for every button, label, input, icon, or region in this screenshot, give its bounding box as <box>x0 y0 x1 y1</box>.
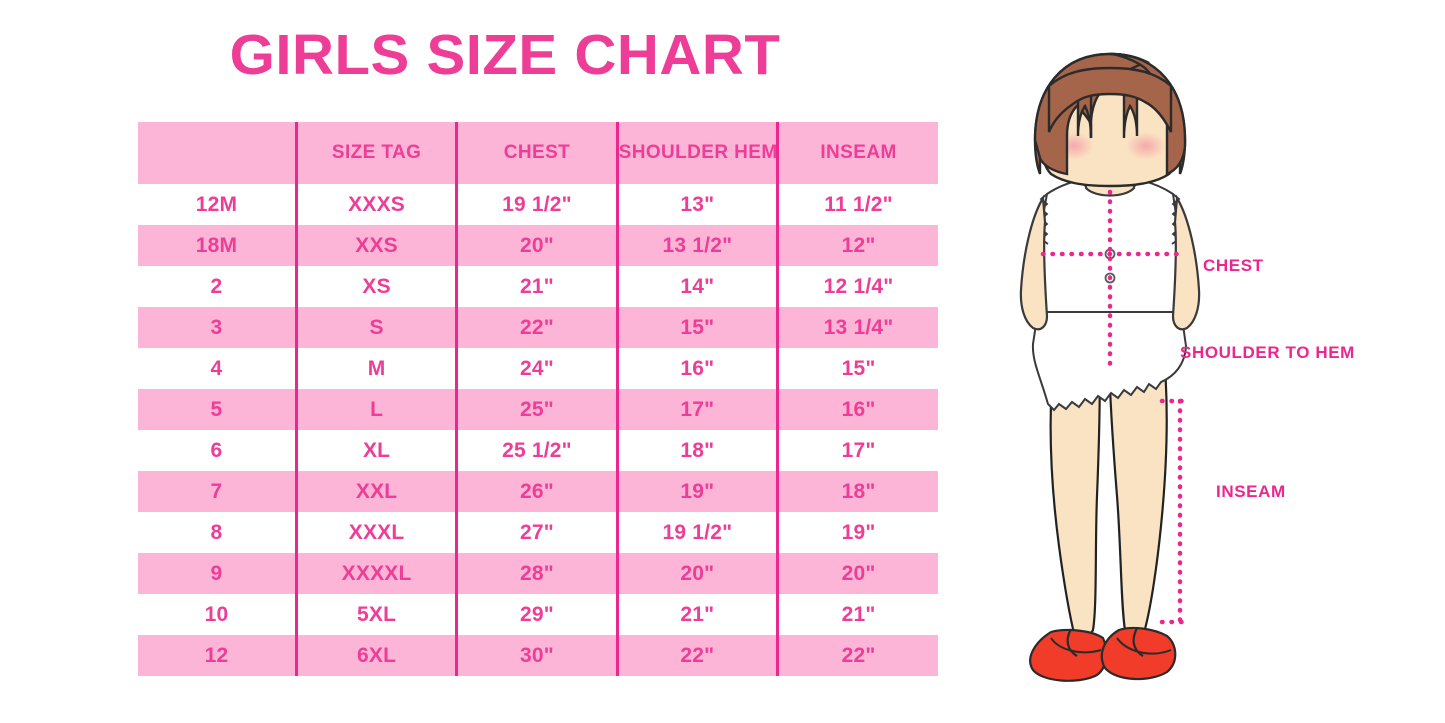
cell-size-tag: XXXXL <box>294 553 457 594</box>
cell-inseam: 18" <box>776 471 938 512</box>
cell-shoulder-hem: 18" <box>615 430 778 471</box>
legs <box>1049 344 1168 638</box>
column-header-size <box>138 122 297 184</box>
cell-inseam: 22" <box>776 635 938 676</box>
cell-inseam: 16" <box>776 389 938 430</box>
column-header-size-tag: SIZE TAG <box>294 122 457 184</box>
cell-size-tag: 6XL <box>294 635 457 676</box>
cell-size: 10 <box>138 594 297 635</box>
cell-size-tag: M <box>294 348 457 389</box>
page-title: GIRLS SIZE CHART <box>229 23 781 87</box>
cell-size: 7 <box>138 471 297 512</box>
cell-shoulder-hem: 17" <box>615 389 778 430</box>
cell-size: 4 <box>138 348 297 389</box>
cell-shoulder-hem: 14" <box>615 266 778 307</box>
girl-figure-illustration <box>985 46 1235 686</box>
cell-inseam: 12 1/4" <box>776 266 938 307</box>
arms <box>1019 194 1201 331</box>
table-row: 7 XXL 26" 19" 18" <box>138 471 938 512</box>
column-header-inseam: INSEAM <box>776 122 938 184</box>
cell-chest: 19 1/2" <box>455 184 618 225</box>
table-row: 6 XL 25 1/2" 18" 17" <box>138 430 938 471</box>
cell-inseam: 17" <box>776 430 938 471</box>
cell-size-tag: XXL <box>294 471 457 512</box>
cell-chest: 26" <box>455 471 618 512</box>
cell-size: 2 <box>138 266 297 307</box>
cell-size: 12M <box>138 184 297 225</box>
cell-chest: 27" <box>455 512 618 553</box>
cell-size-tag: XL <box>294 430 457 471</box>
table-row: 2 XS 21" 14" 12 1/4" <box>138 266 938 307</box>
label-chest: CHEST <box>1203 256 1264 275</box>
cell-size: 6 <box>138 430 297 471</box>
cell-size: 5 <box>138 389 297 430</box>
cell-inseam: 11 1/2" <box>776 184 938 225</box>
table-row: 5 L 25" 17" 16" <box>138 389 938 430</box>
inseam-bracket <box>1159 398 1191 625</box>
table-row: 12 6XL 30" 22" 22" <box>138 635 938 676</box>
hair <box>1033 52 1187 176</box>
cell-chest: 30" <box>455 635 618 676</box>
table-row: 9 XXXXL 28" 20" 20" <box>138 553 938 594</box>
cell-size-tag: XXS <box>294 225 457 266</box>
cell-chest: 25 1/2" <box>455 430 618 471</box>
cell-inseam: 19" <box>776 512 938 553</box>
cell-size: 9 <box>138 553 297 594</box>
table-header-row: SIZE TAG CHEST SHOULDER HEM INSEAM <box>138 122 938 184</box>
table-header: SIZE TAG CHEST SHOULDER HEM INSEAM <box>138 122 938 184</box>
column-header-shoulder-hem: SHOULDER HEM <box>615 122 778 184</box>
cell-size-tag: XS <box>294 266 457 307</box>
cell-shoulder-hem: 13 1/2" <box>615 225 778 266</box>
cell-inseam: 12" <box>776 225 938 266</box>
cell-shoulder-hem: 13" <box>615 184 778 225</box>
shoes <box>1029 626 1177 682</box>
table-row: 8 XXXL 27" 19 1/2" 19" <box>138 512 938 553</box>
cell-shoulder-hem: 16" <box>615 348 778 389</box>
table-body: 12M XXXS 19 1/2" 13" 11 1/2" 18M XXS 20" 13 1/2"… <box>138 184 938 676</box>
cell-size: 18M <box>138 225 297 266</box>
cell-chest: 22" <box>455 307 618 348</box>
cell-inseam: 20" <box>776 553 938 594</box>
label-shoulder-to-hem: SHOULDER TO HEM <box>1180 343 1355 362</box>
cell-shoulder-hem: 19 1/2" <box>615 512 778 553</box>
cell-size: 3 <box>138 307 297 348</box>
cell-inseam: 21" <box>776 594 938 635</box>
cell-shoulder-hem: 15" <box>615 307 778 348</box>
measurement-dotted-lines <box>1040 189 1184 369</box>
cell-size-tag: L <box>294 389 457 430</box>
cell-chest: 28" <box>455 553 618 594</box>
cell-shoulder-hem: 21" <box>615 594 778 635</box>
label-inseam: INSEAM <box>1216 482 1286 501</box>
table-row: 3 S 22" 15" 13 1/4" <box>138 307 938 348</box>
cell-chest: 20" <box>455 225 618 266</box>
table-row: 12M XXXS 19 1/2" 13" 11 1/2" <box>138 184 938 225</box>
cell-size-tag: XXXS <box>294 184 457 225</box>
cell-size: 12 <box>138 635 297 676</box>
ruffle-skirt <box>1031 310 1188 412</box>
table-row: 10 5XL 29" 21" 21" <box>138 594 938 635</box>
cell-chest: 21" <box>455 266 618 307</box>
cell-size-tag: XXXL <box>294 512 457 553</box>
table-row: 18M XXS 20" 13 1/2" 12" <box>138 225 938 266</box>
cell-size: 8 <box>138 512 297 553</box>
size-chart-table: SIZE TAG CHEST SHOULDER HEM INSEAM 12M XX… <box>138 122 938 676</box>
cell-chest: 24" <box>455 348 618 389</box>
cell-shoulder-hem: 19" <box>615 471 778 512</box>
cell-size-tag: S <box>294 307 457 348</box>
cell-inseam: 15" <box>776 348 938 389</box>
cell-size-tag: 5XL <box>294 594 457 635</box>
column-header-chest: CHEST <box>455 122 618 184</box>
cell-chest: 25" <box>455 389 618 430</box>
cell-shoulder-hem: 22" <box>615 635 778 676</box>
cell-inseam: 13 1/4" <box>776 307 938 348</box>
table-row: 4 M 24" 16" 15" <box>138 348 938 389</box>
cell-chest: 29" <box>455 594 618 635</box>
cell-shoulder-hem: 20" <box>615 553 778 594</box>
